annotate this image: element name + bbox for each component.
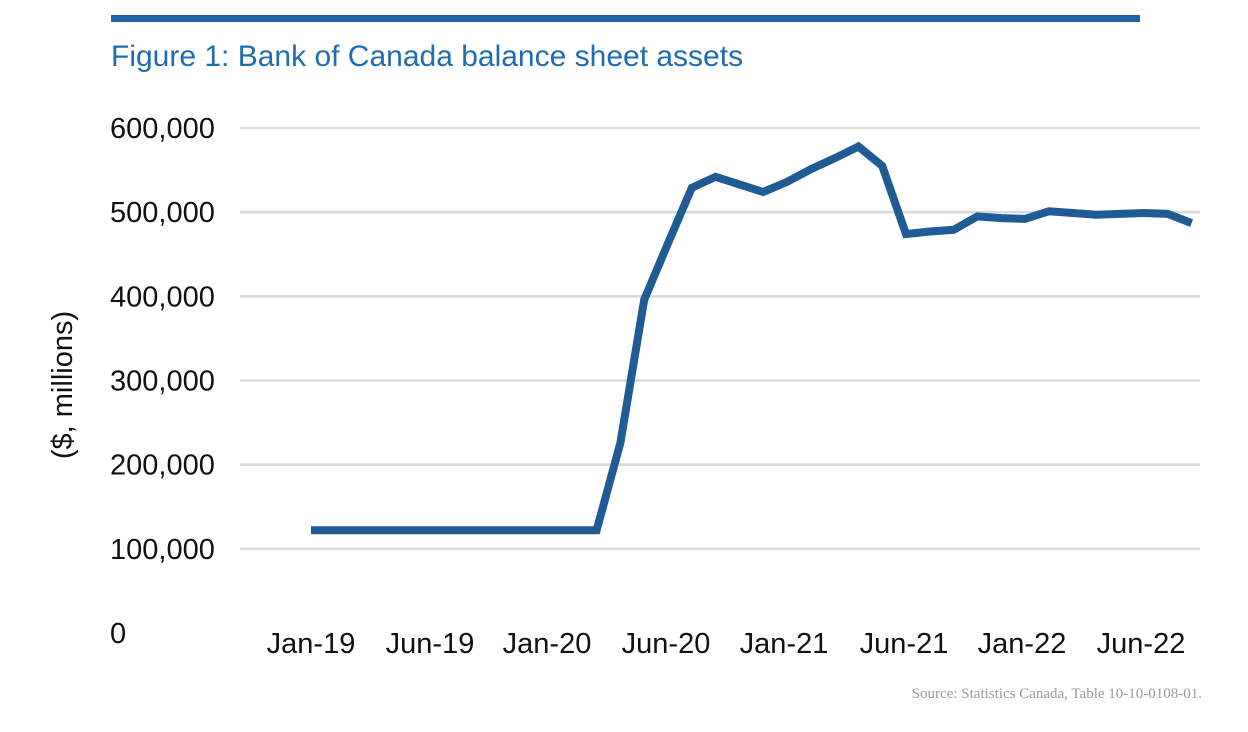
y-tick-label: 300,000 [110,366,215,398]
x-tick-label: Jun-22 [1097,628,1186,660]
y-tick-label: 500,000 [110,197,215,229]
x-axis: Jan-19 Jun-19 Jan-20 Jun-20 Jan-21 Jun-21 Jan-… [267,628,1186,660]
plot-area [311,141,1194,535]
x-tick-label: Jan-20 [503,628,592,660]
x-tick-label: Jun-19 [386,628,475,660]
x-tick-label: Jan-19 [267,628,356,660]
source-note: Source: Statistics Canada, Table 10-10-0… [911,686,1202,702]
y-axis-label: ($, millions) [47,311,79,459]
x-tick-label: Jan-21 [740,628,829,660]
y-tick-label: 400,000 [110,281,215,313]
top-rule [111,15,1140,22]
x-tick-label: Jan-22 [978,628,1067,660]
y-tick-label: 100,000 [110,534,215,566]
y-tick-label: 200,000 [110,450,215,482]
figure-title: Figure 1: Bank of Canada balance sheet a… [111,40,744,73]
y-tick-label: 0 [110,618,126,650]
series-line-0 [311,141,1194,535]
x-tick-label: Jun-20 [622,628,711,660]
y-tick-label: 600,000 [110,113,215,145]
x-tick-label: Jun-21 [860,628,949,660]
gridlines [240,126,1200,551]
y-axis: 0 100,000 200,000 300,000 400,000 500,000 600,… [110,113,215,650]
